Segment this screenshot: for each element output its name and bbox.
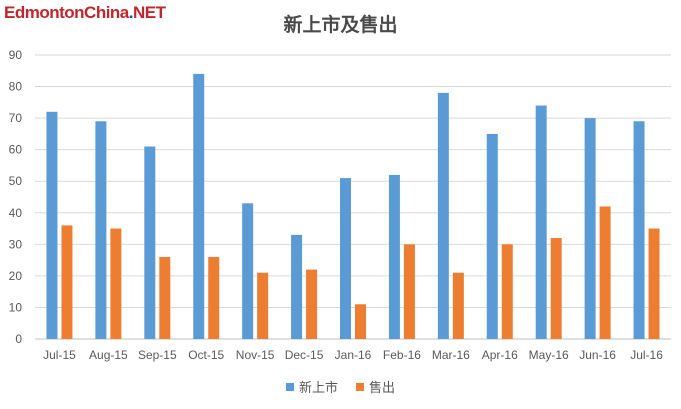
legend-label-series-1: 新上市 — [298, 381, 338, 396]
y-tick-label: 40 — [9, 206, 23, 220]
bar-series-2 — [159, 256, 171, 339]
bar-series-1 — [193, 73, 205, 339]
bar-series-1 — [633, 121, 645, 340]
legend-item-series-2: 售出 — [356, 377, 395, 396]
watermark-suffix: NET — [133, 3, 166, 22]
y-tick-label: 10 — [9, 300, 23, 314]
x-tick-label: Sep-15 — [138, 348, 177, 362]
bar-series-1 — [388, 174, 400, 339]
bar-series-1 — [95, 121, 107, 340]
x-tick-label: Aug-15 — [89, 348, 128, 362]
y-tick-label: 20 — [9, 269, 23, 283]
bar-series-2 — [550, 238, 562, 339]
x-tick-label: Jun-16 — [579, 348, 616, 362]
y-tick-label: 60 — [9, 143, 23, 157]
legend-item-series-1: 新上市 — [285, 377, 338, 396]
bar-series-2 — [452, 272, 464, 339]
x-tick-label: Dec-15 — [285, 348, 324, 362]
bar-series-2 — [403, 244, 415, 339]
x-tick-label: Jul-16 — [630, 348, 663, 362]
bar-series-1 — [340, 178, 351, 339]
bar-series-1 — [437, 92, 449, 339]
bar-series-1 — [46, 111, 58, 339]
x-tick-label: Apr-16 — [482, 348, 518, 362]
bar-series-1 — [242, 203, 254, 339]
bar-series-2 — [208, 256, 220, 339]
chart-title: 新上市及售出 — [283, 14, 398, 36]
bar-series-1 — [291, 234, 303, 339]
x-tick-label: Jan-16 — [335, 348, 372, 362]
x-tick-label: Feb-16 — [383, 348, 421, 362]
bar-series-2 — [648, 228, 660, 339]
bar-series-1 — [535, 105, 547, 339]
watermark-dot: . — [128, 3, 134, 22]
bar-series-2 — [257, 272, 269, 339]
bar-series-1 — [584, 118, 596, 339]
legend: 新上市 售出 — [0, 377, 681, 396]
legend-swatch-series-1 — [285, 382, 294, 391]
x-tick-label: Mar-16 — [432, 348, 470, 362]
y-tick-label: 70 — [9, 111, 23, 125]
x-tick-label: Nov-15 — [236, 348, 275, 362]
bar-series-2 — [355, 304, 366, 339]
y-tick-label: 50 — [9, 174, 23, 188]
y-tick-label: 0 — [15, 332, 22, 346]
y-tick-label: 80 — [9, 80, 23, 94]
bar-series-2 — [61, 225, 73, 339]
watermark-logo: EdmontonChina.NET — [4, 3, 166, 23]
y-tick-label: 30 — [9, 237, 23, 251]
x-tick-label: Jul-15 — [43, 348, 76, 362]
x-tick-label: Oct-15 — [188, 348, 224, 362]
bar-series-2 — [599, 206, 611, 339]
bar-series-2 — [501, 244, 513, 339]
legend-swatch-series-2 — [356, 382, 364, 391]
bar-series-1 — [486, 133, 498, 339]
legend-label-series-2: 售出 — [369, 381, 396, 396]
x-tick-label: May-16 — [529, 348, 569, 362]
bar-series-2 — [306, 269, 318, 339]
bar-series-2 — [110, 228, 122, 339]
bar-series-1 — [144, 146, 156, 339]
y-tick-label: 90 — [9, 48, 23, 62]
watermark-main: EdmontonChina — [4, 3, 129, 22]
